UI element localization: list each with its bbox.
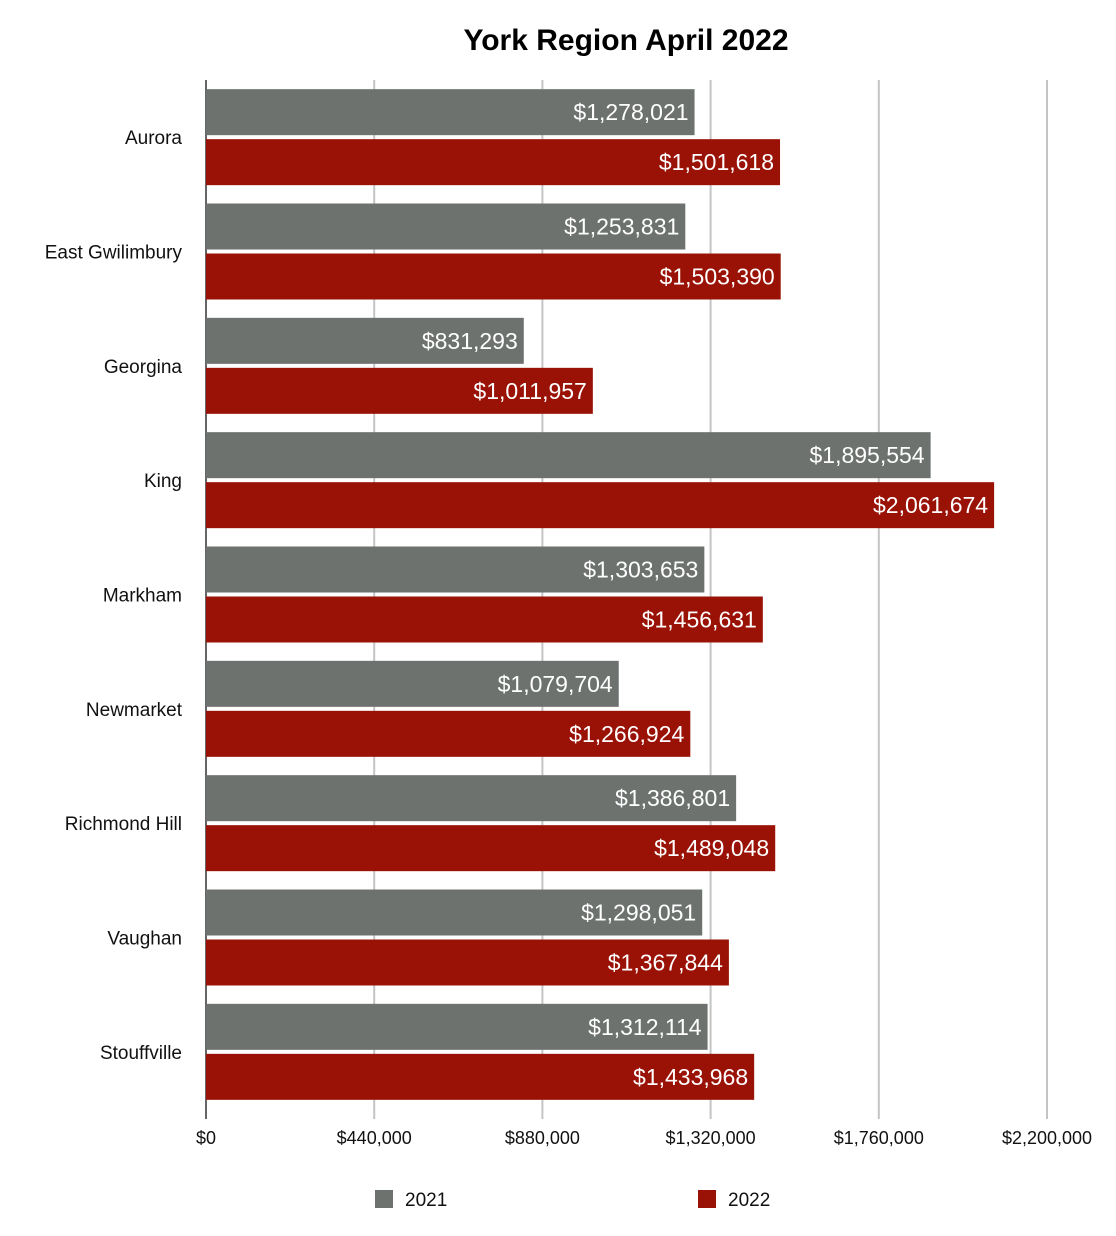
data-label: $1,278,021 (573, 99, 688, 125)
legend-label: 2022 (728, 1190, 770, 1211)
bars: $1,278,021 $1,501,618 $1,253,831 $1,503,390… (206, 89, 995, 1100)
data-label: $1,386,801 (615, 785, 730, 811)
data-label: $2,061,674 (873, 492, 988, 518)
bar-2022 (206, 596, 763, 643)
bar-2021 (206, 317, 524, 364)
bar-2021 (206, 775, 737, 822)
data-label: $1,503,390 (660, 264, 775, 290)
legend: 2021 2022 (375, 1190, 770, 1211)
legend-label: 2021 (405, 1190, 447, 1211)
chart-title: York Region April 2022 (463, 24, 788, 57)
bar-2022 (206, 1053, 755, 1100)
bar-2021 (206, 660, 619, 707)
x-axis-tick-labels: $0 $440,000 $880,000 $1,320,000 $1,760,000 $2… (196, 1128, 1092, 1148)
category-label: Stouffville (100, 1043, 182, 1064)
data-label: $1,298,051 (581, 900, 696, 926)
x-tick-label: $440,000 (337, 1128, 412, 1148)
bar-2022 (206, 253, 781, 300)
bar-2021 (206, 889, 703, 936)
legend-swatch (698, 1190, 716, 1208)
bar-2021 (206, 1003, 708, 1050)
bar-2022 (206, 939, 729, 986)
category-labels: Aurora East Gwilimbury Georgina King Markham… (45, 128, 183, 1064)
bar-2021 (206, 89, 695, 136)
category-label: Aurora (125, 128, 182, 149)
legend-swatch (375, 1190, 393, 1208)
bar-2022 (206, 482, 995, 529)
bar-2022 (206, 139, 781, 186)
bar-2021 (206, 432, 931, 479)
category-label: East Gwilimbury (45, 243, 183, 264)
data-label: $1,367,844 (608, 950, 723, 976)
data-label: $1,253,831 (564, 214, 679, 240)
x-tick-label: $1,760,000 (834, 1128, 924, 1148)
x-tick-label: $1,320,000 (666, 1128, 756, 1148)
data-label: $1,266,924 (569, 721, 684, 747)
category-label: Markham (103, 586, 182, 607)
category-label: Vaughan (107, 929, 182, 950)
data-label: $1,501,618 (659, 149, 774, 175)
data-label: $831,293 (422, 328, 518, 354)
bar-2022 (206, 710, 691, 757)
category-label: King (144, 471, 182, 492)
data-label: $1,433,968 (633, 1064, 748, 1090)
category-label: Richmond Hill (65, 814, 182, 835)
bar-2022 (206, 367, 593, 414)
data-label: $1,895,554 (809, 442, 924, 468)
data-label: $1,079,704 (498, 671, 613, 697)
bar-2022 (206, 825, 776, 872)
data-label: $1,312,114 (588, 1014, 702, 1040)
data-label: $1,456,631 (642, 607, 757, 633)
x-tick-label: $0 (196, 1128, 216, 1148)
x-tick-label: $2,200,000 (1002, 1128, 1092, 1148)
bar-2021 (206, 203, 686, 250)
bar-2021 (206, 546, 705, 593)
category-label: Georgina (104, 357, 183, 378)
category-label: Newmarket (86, 700, 183, 721)
data-label: $1,303,653 (583, 557, 698, 583)
data-label: $1,489,048 (654, 835, 769, 861)
x-tick-label: $880,000 (505, 1128, 580, 1148)
data-label: $1,011,957 (473, 378, 586, 404)
